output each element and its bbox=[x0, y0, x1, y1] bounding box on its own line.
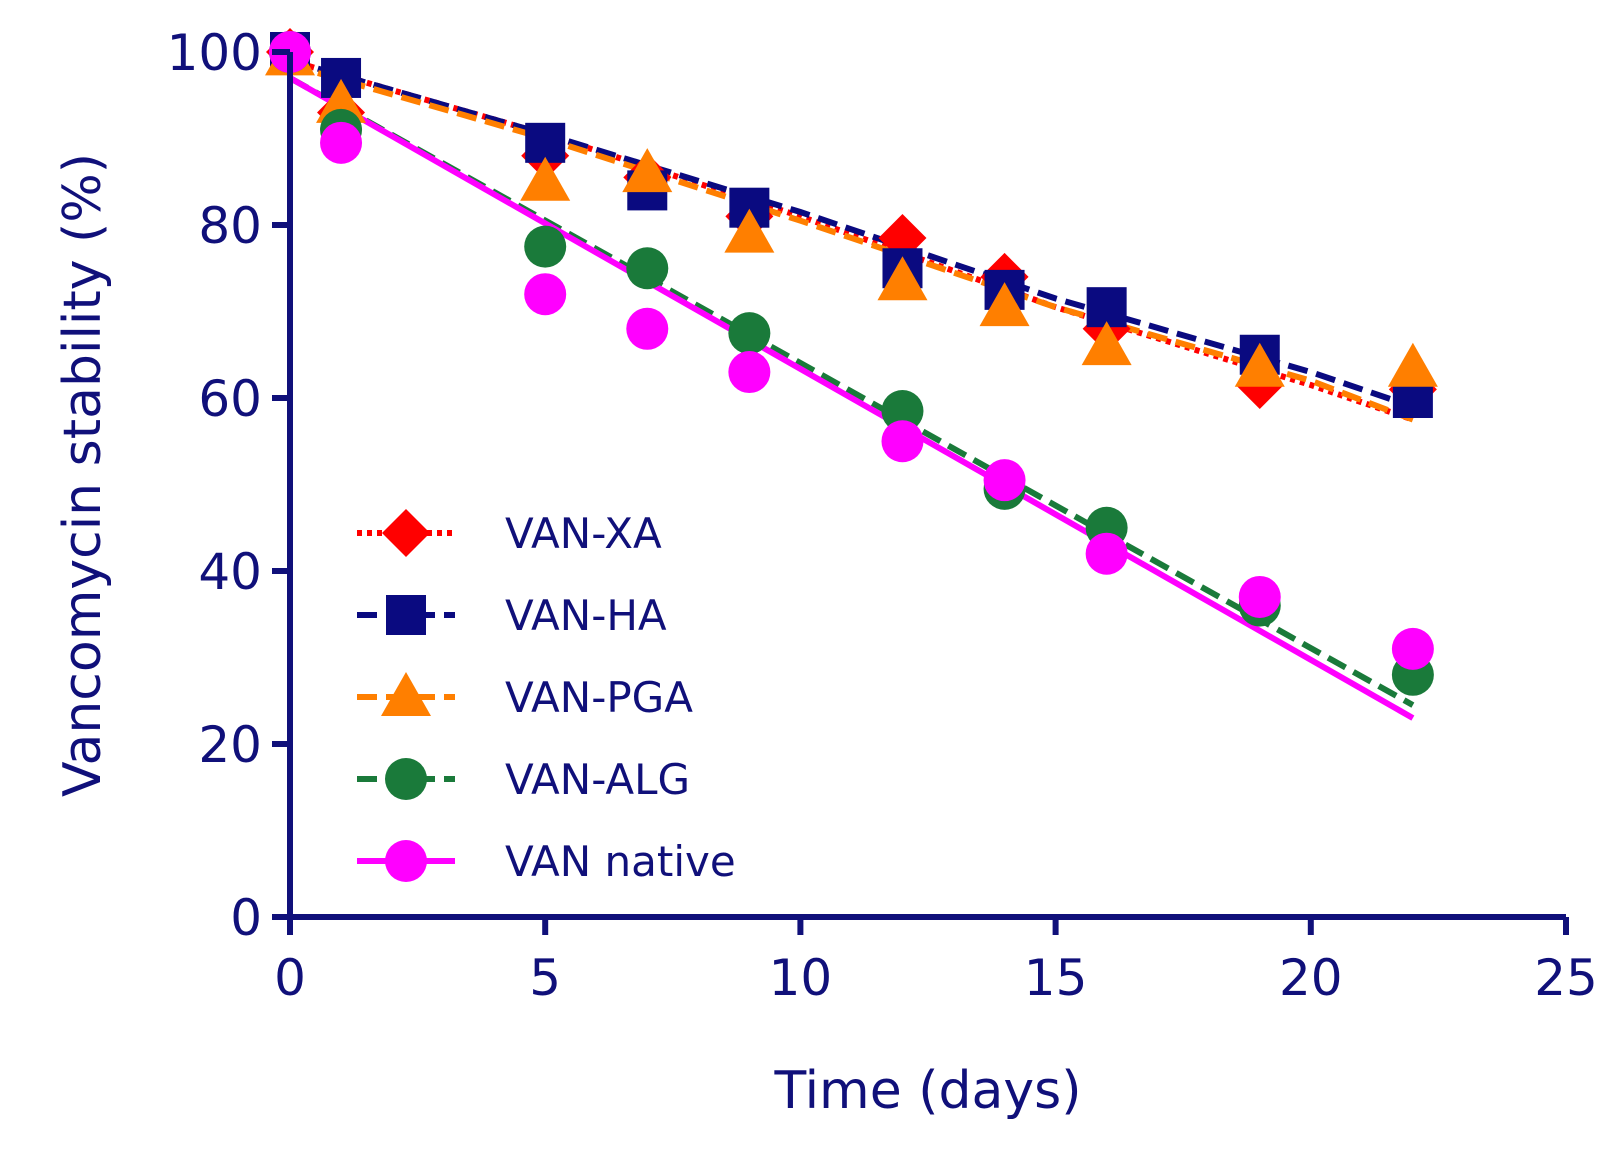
legend-marker bbox=[385, 840, 427, 882]
legend-item-van-alg: VAN-ALG bbox=[357, 755, 690, 804]
data-point bbox=[1238, 575, 1281, 618]
y-tick-label: 60 bbox=[198, 370, 262, 428]
legend-item-van-xa: VAN-XA bbox=[357, 509, 662, 558]
axes bbox=[287, 52, 1566, 920]
data-point bbox=[881, 420, 924, 463]
series-van-native bbox=[269, 31, 1434, 670]
legend-label: VAN-ALG bbox=[505, 755, 690, 804]
data-point bbox=[877, 256, 928, 301]
data-point bbox=[626, 247, 669, 290]
legend-marker bbox=[382, 509, 430, 557]
data-point bbox=[626, 307, 669, 350]
data-point bbox=[520, 156, 571, 201]
legend-marker bbox=[386, 595, 426, 635]
y-tick-label: 80 bbox=[198, 197, 262, 255]
data-point bbox=[881, 389, 924, 432]
legend-label: VAN-HA bbox=[505, 591, 667, 640]
legend-item-van-native: VAN native bbox=[357, 837, 736, 886]
data-point bbox=[524, 225, 567, 268]
legend-item-van-ha: VAN-HA bbox=[357, 591, 667, 640]
data-point bbox=[728, 351, 771, 394]
x-tick-label: 0 bbox=[274, 949, 306, 1007]
data-point bbox=[1085, 532, 1128, 575]
x-tick-label: 20 bbox=[1279, 949, 1343, 1007]
fit-lines bbox=[288, 57, 1415, 721]
y-tick-label: 100 bbox=[167, 24, 262, 82]
legend-label: VAN-XA bbox=[505, 509, 662, 558]
legend-marker bbox=[385, 758, 427, 800]
axis-ticks: 0 5 10 15 20 25 0 20 40 60 80 100 bbox=[167, 24, 1598, 1007]
legend-marker bbox=[381, 672, 431, 716]
data-markers bbox=[265, 28, 1438, 696]
data-point bbox=[320, 121, 363, 164]
data-point bbox=[724, 208, 775, 253]
legend-label: VAN-PGA bbox=[505, 673, 693, 722]
legend: VAN-XA VAN-HA VAN-PGA VAN-ALG VAN native bbox=[357, 509, 736, 886]
data-point bbox=[983, 459, 1026, 502]
x-tick-label: 15 bbox=[1024, 949, 1088, 1007]
legend-item-van-pga: VAN-PGA bbox=[357, 672, 693, 722]
y-tick-label: 20 bbox=[198, 716, 262, 774]
data-point bbox=[1086, 287, 1127, 328]
x-tick-label: 25 bbox=[1534, 949, 1598, 1007]
data-point bbox=[316, 78, 367, 123]
data-point bbox=[525, 122, 566, 163]
y-tick-label: 0 bbox=[230, 889, 262, 947]
data-point bbox=[622, 148, 673, 193]
data-point bbox=[1081, 321, 1132, 366]
data-point bbox=[1234, 342, 1285, 387]
data-point bbox=[1387, 342, 1438, 387]
x-tick-label: 5 bbox=[529, 949, 561, 1007]
x-tick-label: 10 bbox=[769, 949, 833, 1007]
fit-line-van-ha bbox=[289, 57, 1414, 410]
data-point bbox=[728, 312, 771, 355]
y-axis-title: Vancomycin stability (%) bbox=[53, 153, 113, 797]
series-van-pga bbox=[265, 31, 1438, 387]
y-tick-label: 40 bbox=[198, 543, 262, 601]
data-point bbox=[979, 282, 1030, 327]
data-point bbox=[524, 273, 567, 316]
fit-line-van-pga bbox=[289, 62, 1414, 423]
x-axis-title: Time (days) bbox=[773, 1061, 1081, 1121]
data-point bbox=[1391, 627, 1434, 670]
legend-label: VAN native bbox=[505, 837, 736, 886]
fit-line-van-native bbox=[288, 75, 1415, 721]
